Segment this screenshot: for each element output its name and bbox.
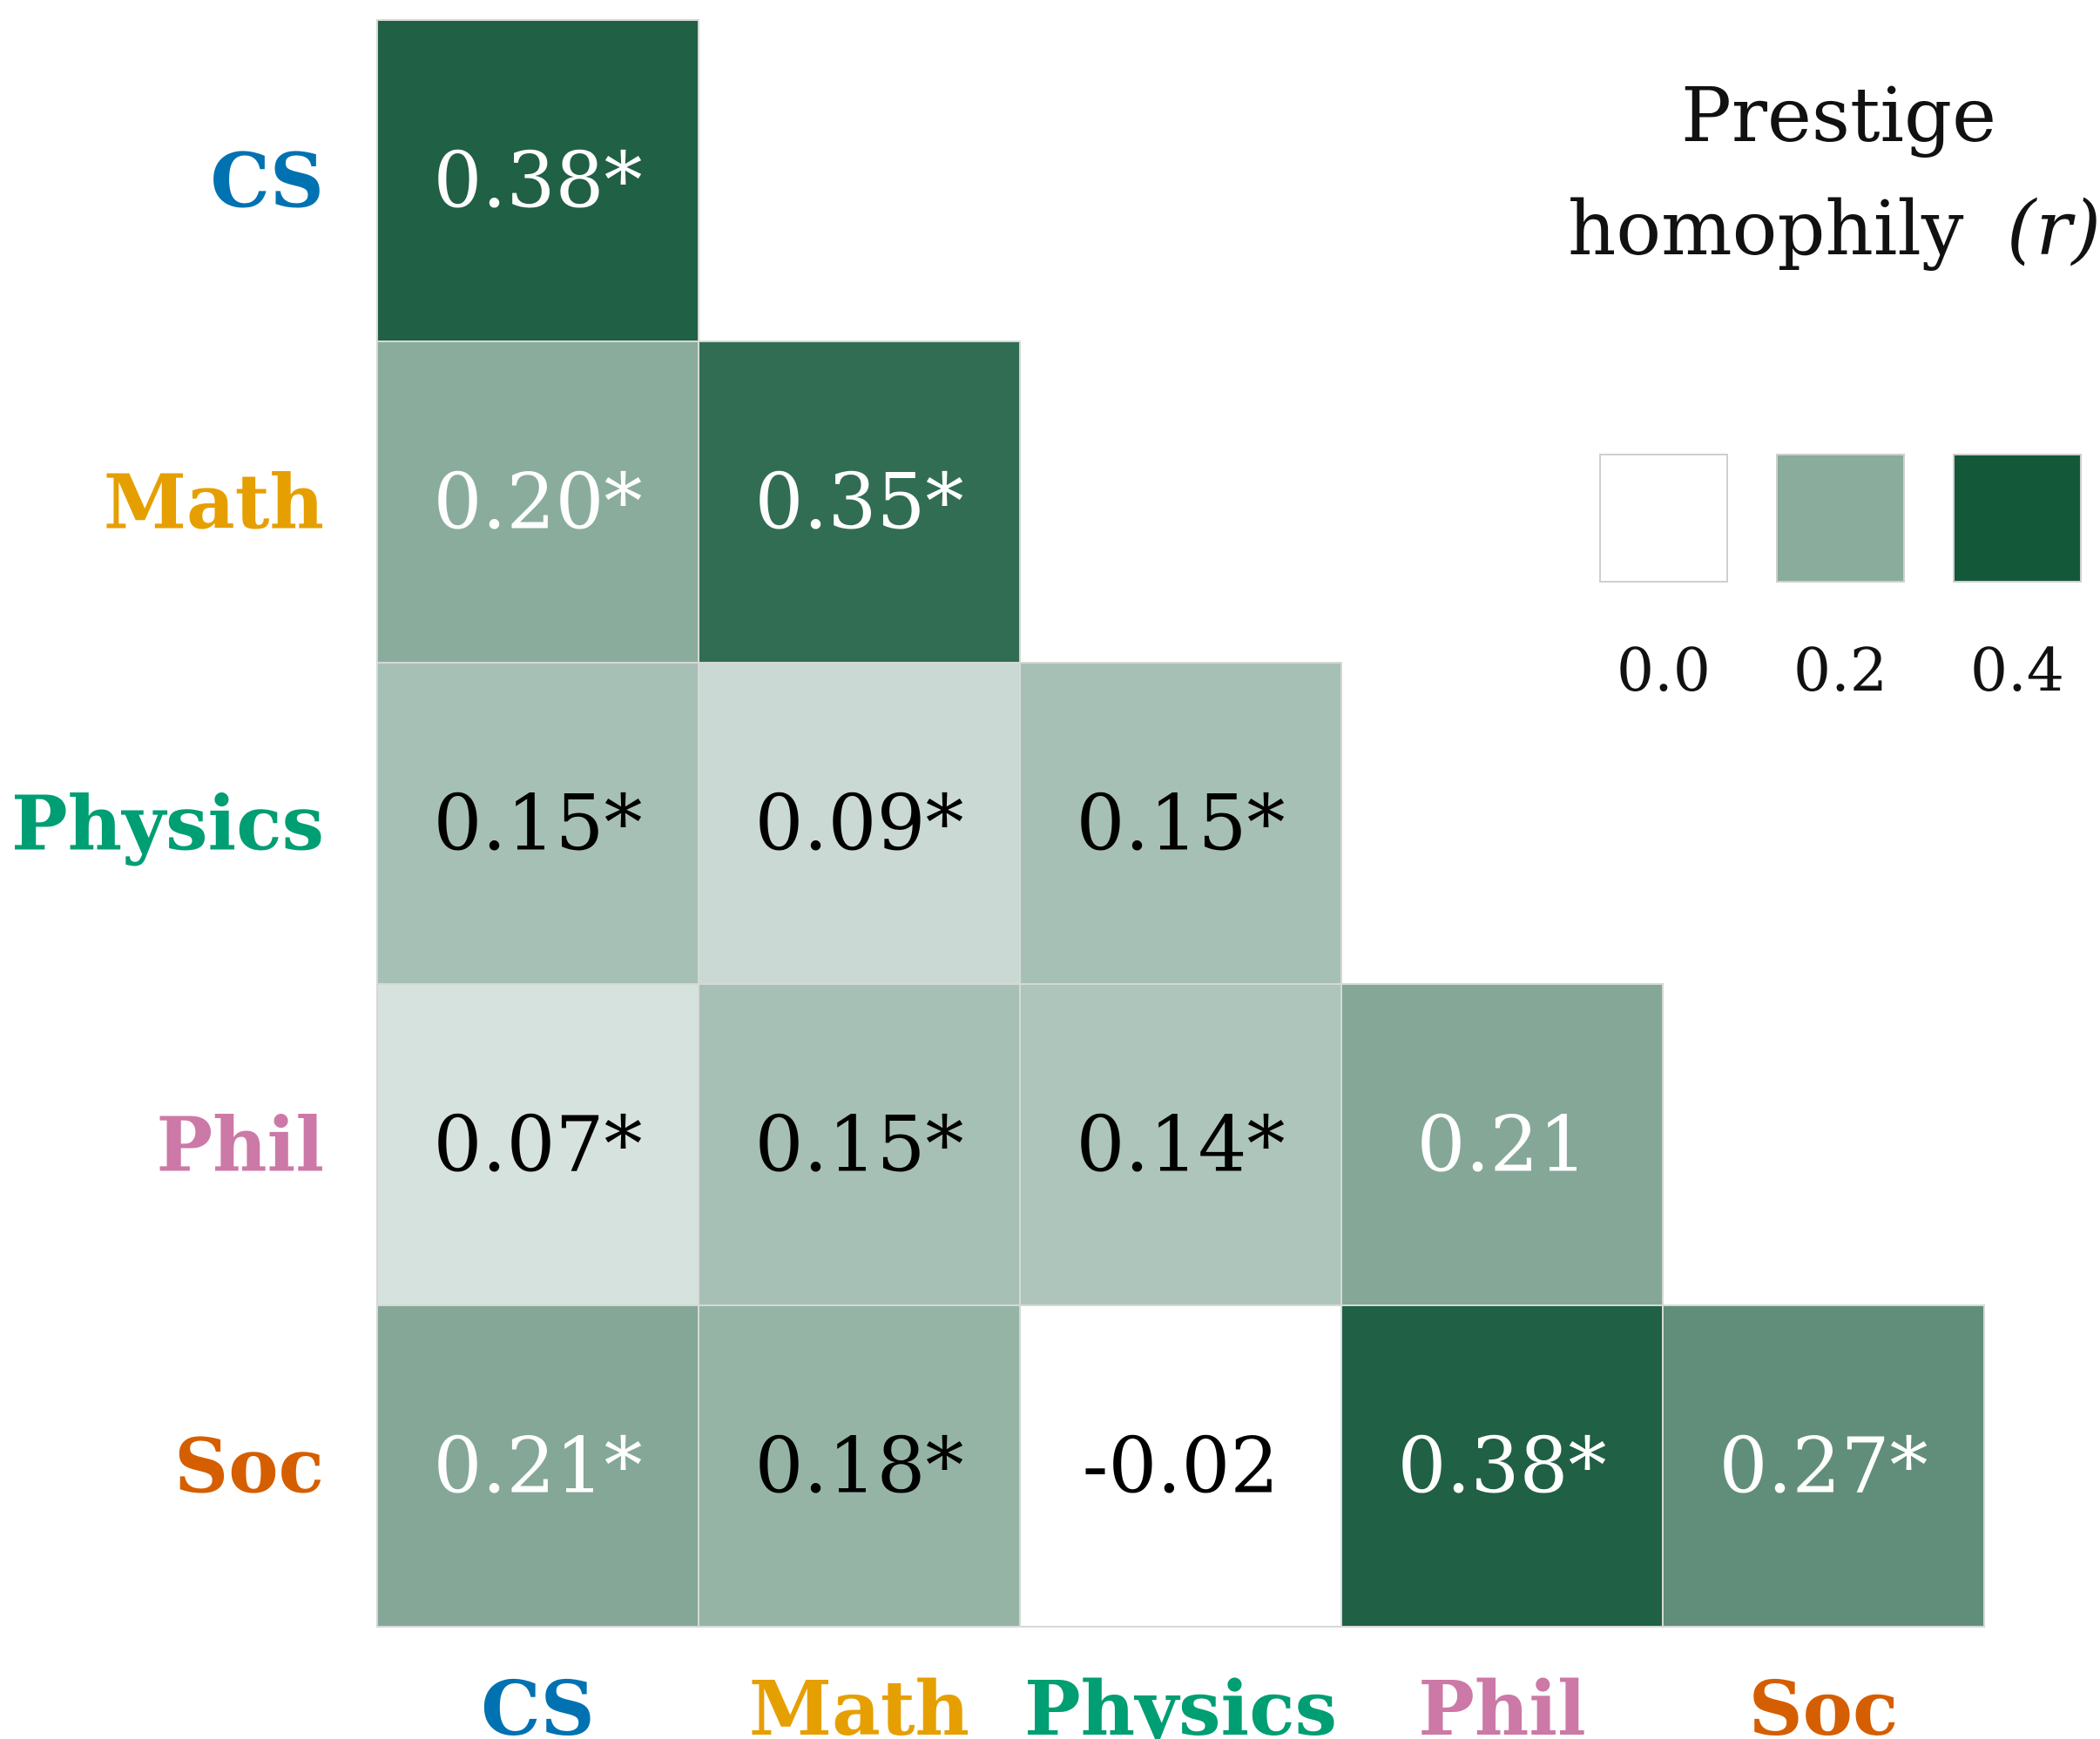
legend-tick-0-0: 0.0 bbox=[1617, 637, 1711, 705]
row-label-soc: Soc bbox=[174, 1423, 324, 1511]
cell-value-physics-math: 0.09* bbox=[755, 779, 964, 868]
legend-title-symbol: (r) bbox=[2007, 185, 2100, 273]
cell-phil-physics bbox=[1019, 983, 1342, 1306]
legend-title-word: homophily bbox=[1568, 185, 1964, 273]
column-label-soc: Soc bbox=[1749, 1665, 1899, 1739]
cell-value-soc-soc: 0.27* bbox=[1719, 1421, 1928, 1511]
column-label-phil: Phil bbox=[1418, 1665, 1586, 1739]
column-label-cs: CS bbox=[481, 1665, 595, 1739]
cell-physics-math bbox=[698, 662, 1021, 985]
cell-value-phil-physics: 0.14* bbox=[1077, 1100, 1286, 1190]
row-label-phil: Phil bbox=[156, 1102, 324, 1190]
cell-value-physics-cs: 0.15* bbox=[434, 779, 643, 868]
cell-value-soc-math: 0.18* bbox=[755, 1421, 964, 1511]
cell-value-soc-physics: -0.02 bbox=[1083, 1421, 1280, 1511]
heatmap-cells: 0.38* 0.20* 0.35* 0.15* 0.09* 0.15* 0.07* 0.15*… bbox=[376, 19, 1985, 1628]
cell-soc-cs bbox=[376, 1304, 699, 1628]
cell-physics-physics bbox=[1019, 662, 1342, 985]
legend-swatch-0-4 bbox=[1953, 454, 2082, 583]
legend-tick-0-4: 0.4 bbox=[1970, 637, 2064, 705]
cell-math-math bbox=[698, 340, 1021, 664]
cell-value-phil-math: 0.15* bbox=[755, 1100, 964, 1190]
cell-value-math-cs: 0.20* bbox=[434, 457, 643, 547]
row-label-math: Math bbox=[104, 459, 324, 547]
column-label-physics: Physics bbox=[1024, 1665, 1337, 1739]
row-labels: CS Math Physics Phil Soc bbox=[11, 138, 324, 1511]
cell-value-phil-phil: 0.21 bbox=[1417, 1100, 1588, 1190]
cell-value-soc-cs: 0.21* bbox=[434, 1421, 643, 1511]
cell-value-math-math: 0.35* bbox=[755, 457, 964, 547]
legend: Prestige homophily (r) 0.0 0.2 0.4 bbox=[1568, 72, 2100, 705]
cell-value-physics-physics: 0.15* bbox=[1077, 779, 1286, 868]
cell-soc-phil bbox=[1340, 1304, 1664, 1628]
cell-value-soc-phil: 0.38* bbox=[1398, 1421, 1607, 1511]
cell-phil-cs bbox=[376, 983, 699, 1306]
cell-value-cs-cs: 0.38* bbox=[434, 136, 643, 226]
legend-swatch-0-0 bbox=[1599, 454, 1728, 583]
legend-title-line2: homophily (r) bbox=[1568, 185, 2100, 273]
cell-math-cs bbox=[376, 340, 699, 664]
legend-tick-0-2: 0.2 bbox=[1793, 637, 1887, 705]
cell-soc-math bbox=[698, 1304, 1021, 1628]
cell-value-phil-cs: 0.07* bbox=[434, 1100, 643, 1190]
legend-swatch-0-2 bbox=[1776, 454, 1905, 583]
cell-phil-math bbox=[698, 983, 1021, 1306]
cell-soc-physics bbox=[1019, 1304, 1342, 1628]
column-labels: CS Math Physics Phil Soc bbox=[481, 1665, 1898, 1739]
row-label-cs: CS bbox=[210, 138, 324, 226]
cell-cs-cs bbox=[376, 19, 699, 342]
column-label-math: Math bbox=[749, 1665, 969, 1739]
legend-title-line1: Prestige bbox=[1681, 72, 1996, 159]
cell-soc-soc bbox=[1662, 1304, 1985, 1628]
row-label-physics: Physics bbox=[11, 780, 324, 868]
